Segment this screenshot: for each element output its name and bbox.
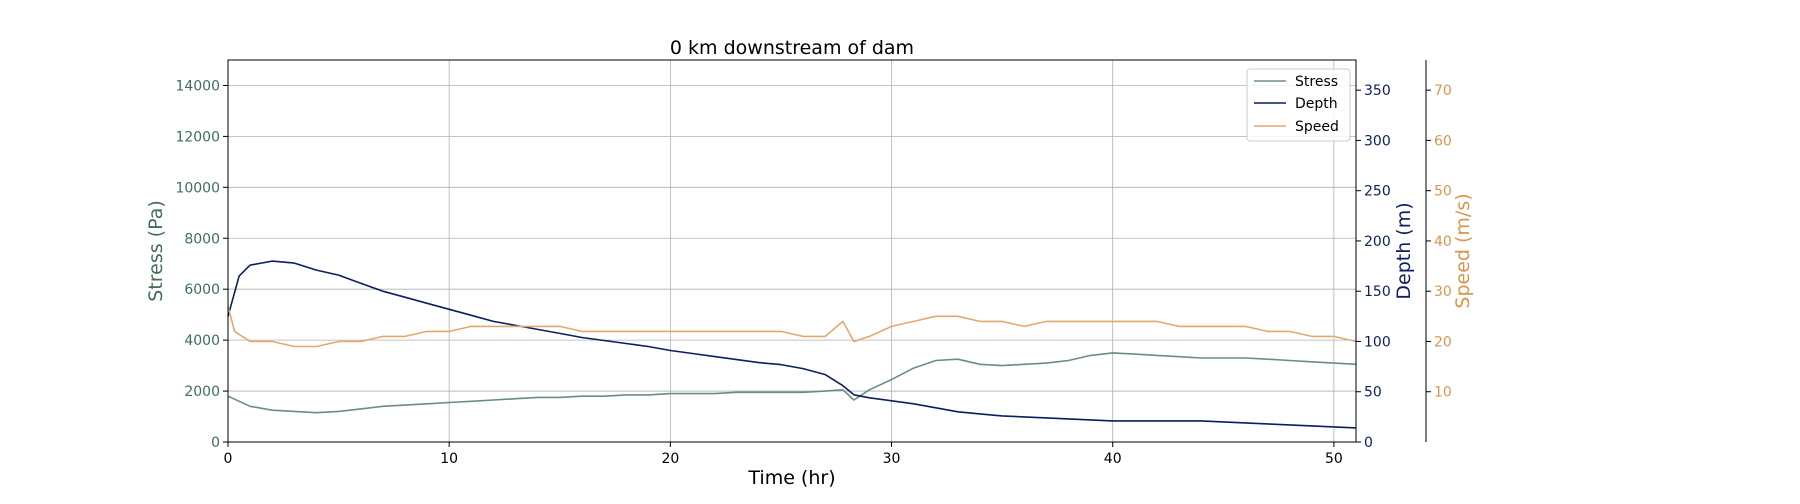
depth-tick-label: 50	[1364, 385, 1382, 401]
series-layer	[227, 260, 1357, 429]
speed-tick-label: 20	[1434, 334, 1452, 350]
speed-tick-label: 10	[1434, 385, 1452, 401]
speed-tick-label: 60	[1434, 133, 1452, 149]
axes: 0 10 20 30 40 5002000400060008000100001200014…	[175, 60, 1452, 467]
stress-tick-label: 10000	[175, 180, 220, 196]
stress-tick-label: 6000	[184, 282, 220, 298]
depth-tick-label: 250	[1364, 184, 1391, 200]
series-line-speed	[227, 306, 1357, 348]
stress-axis-title: Stress (Pa)	[145, 200, 167, 302]
legend: Stress Depth Speed	[1246, 68, 1351, 142]
depth-axis-title: Depth (m)	[1393, 202, 1415, 299]
stress-tick-label: 0	[211, 435, 220, 451]
depth-tick-label: 100	[1364, 334, 1391, 350]
series-line-depth	[227, 260, 1357, 429]
x-axis-title: Time (hr)	[747, 467, 835, 489]
x-tick-label: 10	[440, 451, 458, 467]
depth-tick-label: 350	[1364, 83, 1391, 99]
chart-title: 0 km downstream of dam	[670, 37, 914, 59]
x-tick-label: 0	[224, 451, 233, 467]
stress-tick-label: 8000	[184, 231, 220, 247]
depth-tick-label: 300	[1364, 133, 1391, 149]
series-line-stress	[227, 352, 1357, 414]
x-tick-label: 40	[1104, 451, 1122, 467]
depth-tick-label: 150	[1364, 284, 1391, 300]
plot-frame	[227, 59, 1357, 443]
speed-tick-label: 50	[1434, 184, 1452, 200]
stress-tick-label: 2000	[184, 384, 220, 400]
legend-label-depth: Depth	[1295, 96, 1338, 112]
speed-tick-label: 70	[1434, 83, 1452, 99]
legend-label-speed: Speed	[1295, 119, 1339, 135]
stress-tick-label: 14000	[175, 78, 220, 94]
legend-box	[1246, 68, 1351, 142]
speed-axis-title: Speed (m/s)	[1452, 193, 1474, 308]
speed-tick-label: 40	[1434, 234, 1452, 250]
depth-tick-label: 200	[1364, 234, 1391, 250]
legend-label-stress: Stress	[1295, 74, 1338, 90]
depth-tick-label: 0	[1364, 435, 1373, 451]
x-tick-label: 30	[883, 451, 901, 467]
stress-tick-label: 4000	[184, 333, 220, 349]
stress-tick-label: 12000	[175, 129, 220, 145]
x-tick-label: 50	[1325, 451, 1343, 467]
x-tick-label: 20	[661, 451, 679, 467]
speed-tick-label: 30	[1434, 284, 1452, 300]
